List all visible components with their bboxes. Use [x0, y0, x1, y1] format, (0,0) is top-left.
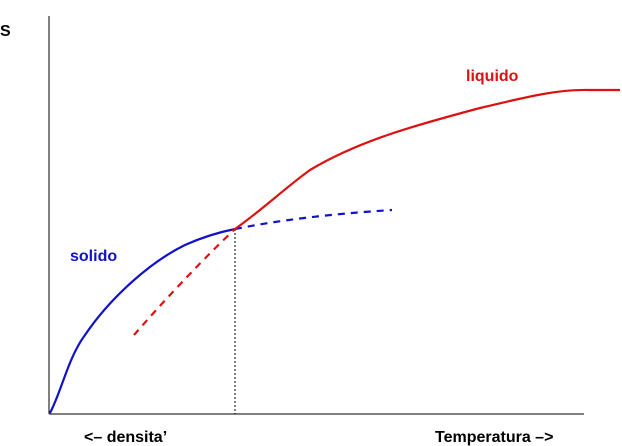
liquid-curve — [234, 88, 620, 230]
solid-label: solido — [70, 248, 117, 265]
solid-metastable-curve — [234, 208, 393, 231]
y-axis-label: S — [0, 23, 11, 40]
x-axis-left-label: <– densita’ — [84, 429, 167, 446]
liquid-metastable-curve — [133, 228, 236, 336]
solid-curve — [49, 227, 236, 414]
x-axis-right-label: Temperatura –> — [435, 429, 553, 446]
liquid-label: liquido — [466, 68, 519, 85]
